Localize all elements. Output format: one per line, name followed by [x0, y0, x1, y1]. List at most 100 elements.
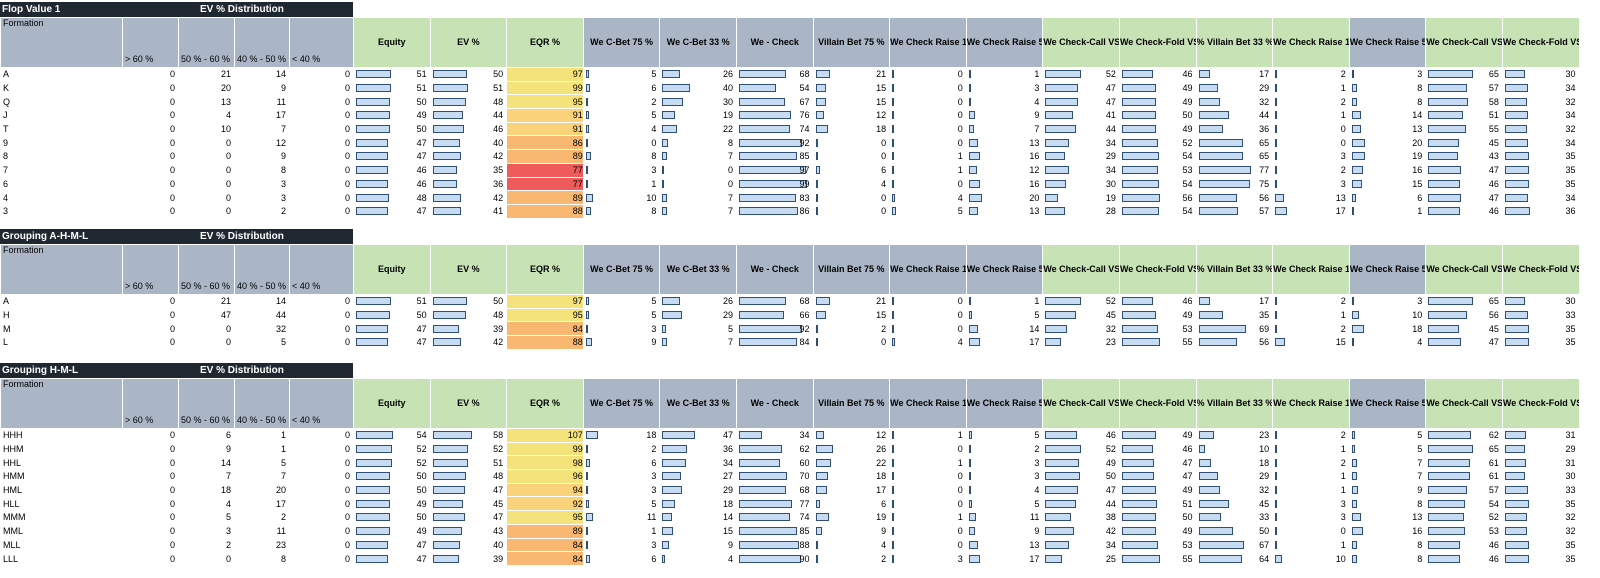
metric-cell: 35 — [1501, 176, 1580, 192]
databar-cell: 0 — [814, 137, 889, 149]
bucket-value: 0 — [178, 551, 235, 566]
metric-cell: 92 — [735, 321, 814, 337]
metric-value: 53 — [1488, 526, 1499, 537]
databar-cell: 26 — [661, 68, 736, 80]
data-bar — [356, 111, 390, 120]
eqr-value: 97 — [506, 67, 584, 82]
data-bar — [815, 540, 819, 549]
metric-cell: 17 — [965, 335, 1044, 350]
metric-value: 34 — [1565, 83, 1576, 94]
data-bar — [968, 540, 978, 549]
eqr-value: 99 — [506, 441, 584, 457]
metric-value: 5 — [1034, 430, 1040, 441]
data-bar — [662, 166, 665, 175]
data-bar — [968, 527, 975, 536]
databar-cell: 54 — [1120, 205, 1195, 217]
data-bar — [815, 324, 818, 333]
metric-cell: 12 — [812, 108, 891, 123]
databar-cell: 35 — [1503, 539, 1578, 551]
metric-header: We Check-Call VS Bet 33 % — [1425, 244, 1503, 295]
databar-cell: 50 — [354, 484, 429, 496]
metric-value: 44 — [1105, 498, 1116, 509]
databar-cell: 45 — [1044, 309, 1119, 321]
metric-value: 26 — [876, 444, 887, 455]
data-bar — [1045, 166, 1069, 175]
metric-cell: 10 — [1272, 551, 1350, 566]
metric-header: We Check-Call VS Bet 75 % — [1042, 378, 1120, 429]
data-bar — [1198, 472, 1219, 481]
databar-cell: 3 — [584, 484, 659, 496]
metric-cell: 0 — [889, 441, 967, 457]
metric-cell: 18 — [1195, 455, 1274, 471]
metric-cell: 45 — [1425, 135, 1503, 151]
databar-cell: 58 — [1427, 96, 1502, 108]
metric-cell: 15 — [1272, 335, 1350, 350]
data-bar — [1121, 111, 1157, 120]
metric-value: 60 — [799, 457, 810, 468]
bucket-value: 0 — [178, 203, 235, 219]
metric-value: 0 — [1340, 124, 1346, 135]
metric-value: 1 — [1340, 83, 1346, 94]
databar-cell: 14 — [967, 323, 1042, 335]
metric-cell: 47 — [1425, 335, 1503, 350]
metric-cell: 49 — [1118, 482, 1197, 498]
metric-cell: 36 — [1501, 203, 1580, 219]
bucket-value: 44 — [234, 307, 290, 323]
data-bar — [1504, 166, 1529, 175]
data-bar — [815, 431, 824, 440]
metric-cell: 6 — [582, 551, 661, 566]
data-bar — [1045, 125, 1076, 134]
metric-value: 35 — [493, 165, 504, 176]
metric-value: 29 — [1565, 444, 1576, 455]
section-title: Flop Value 1 — [2, 4, 61, 15]
databar-cell: 34 — [1044, 137, 1119, 149]
metric-value: 15 — [876, 83, 887, 94]
databar-cell: 16 — [1350, 164, 1425, 176]
metric-cell: 2 — [812, 321, 891, 337]
metric-header: We C-Bet 33 % — [659, 378, 737, 429]
data-bar — [1428, 179, 1460, 188]
metric-value: 47 — [416, 337, 427, 348]
metric-value: 5 — [957, 206, 963, 217]
metric-value: 2 — [1340, 323, 1346, 334]
data-bar — [738, 472, 787, 481]
bucket-value: 0 — [122, 67, 179, 82]
bucket-value: 0 — [289, 537, 354, 553]
databar-cell: 0 — [891, 137, 966, 149]
databar-cell: 1 — [891, 429, 966, 441]
bucket-value: 9 — [178, 441, 235, 457]
metric-cell: 97 — [735, 162, 814, 178]
data-bar — [662, 513, 672, 522]
metric-cell: 41 — [1042, 108, 1120, 123]
metric-cell: 50 — [353, 482, 431, 498]
data-bar — [1428, 138, 1460, 147]
databar-cell: 67 — [737, 96, 812, 108]
databar-cell: 53 — [1120, 323, 1195, 335]
databar-cell: 4 — [584, 123, 659, 135]
data-bar — [432, 125, 465, 134]
eqr-value: 88 — [506, 335, 584, 350]
metric-cell: 46 — [353, 162, 431, 178]
data-bar — [432, 97, 466, 106]
metric-cell: 99 — [735, 176, 814, 192]
bucket-header: > 60 % — [122, 378, 179, 429]
databar-cell: 2 — [814, 323, 889, 335]
databar-cell: 65 — [1197, 151, 1272, 163]
metric-value: 42 — [1105, 526, 1116, 537]
metric-value: 50 — [416, 124, 427, 135]
data-bar — [968, 554, 981, 563]
data-bar — [1121, 513, 1157, 522]
data-bar — [432, 70, 467, 79]
metric-value: 47 — [1488, 165, 1499, 176]
metric-value: 13 — [1029, 206, 1040, 217]
metric-value: 2 — [881, 323, 887, 334]
metric-cell: 1 — [582, 523, 661, 539]
header-row: Formation > 60 % 50 % - 60 % 40 % - 50 % < 4… — [0, 17, 1580, 68]
metric-value: 41 — [493, 206, 504, 217]
data-bar — [356, 554, 389, 563]
databar-cell: 0 — [891, 123, 966, 135]
metric-cell: 50 — [353, 121, 431, 137]
data-bar — [356, 431, 394, 440]
databar-cell: 2 — [584, 443, 659, 455]
table-row: LLL 0 0 8 0 47 39 84 6 4 90 2 3 17 25 55 64 10 8 46 35 — [0, 551, 1580, 566]
